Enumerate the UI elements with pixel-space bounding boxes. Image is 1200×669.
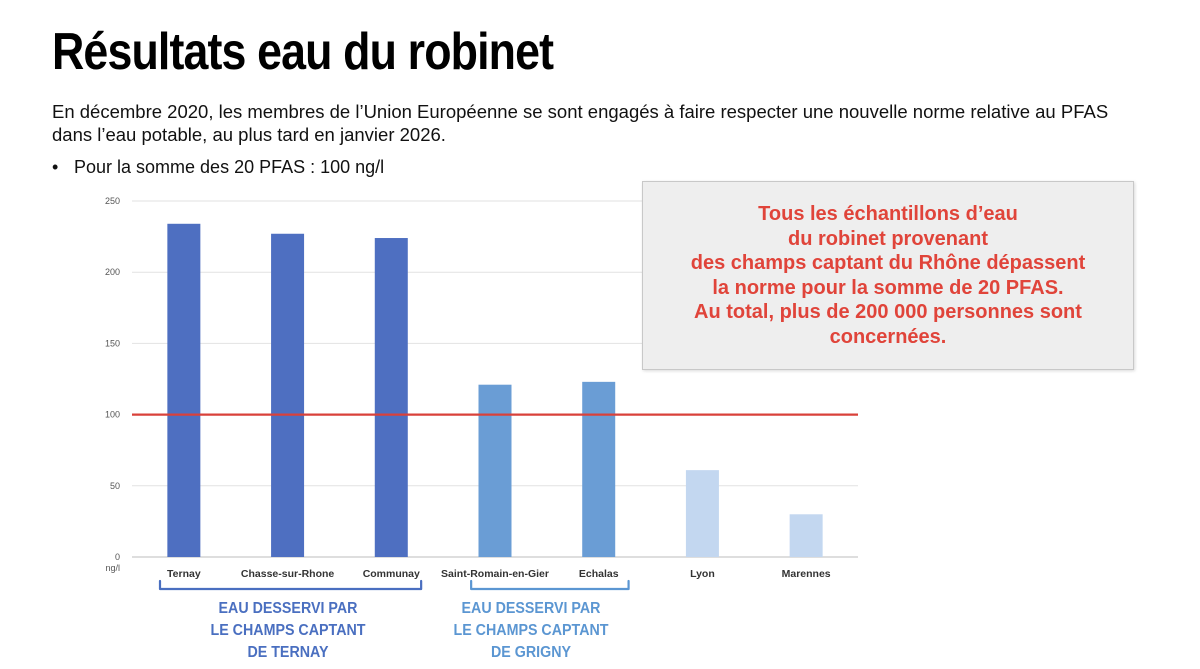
group-label-ternay: EAU DESSERVI PAR LE CHAMPS CAPTANT DE TE… <box>196 598 380 664</box>
y-tick-label: 250 <box>105 196 120 206</box>
y-unit-label: ng/l <box>105 563 120 573</box>
x-tick-label: Lyon <box>690 568 715 580</box>
y-tick-label: 100 <box>105 410 120 420</box>
group-label-grigny: EAU DESSERVI PAR LE CHAMPS CAPTANT DE GR… <box>439 598 623 664</box>
x-tick-label: Ternay <box>167 568 201 580</box>
bullet-dot-icon: • <box>52 157 59 177</box>
callout-line: du robinet provenant <box>788 227 988 250</box>
callout-line: concernées. <box>829 325 947 348</box>
y-tick-label: 0 <box>115 552 120 562</box>
group-bracket <box>470 579 630 591</box>
bar <box>167 223 201 557</box>
x-tick-label: Echalas <box>579 568 619 580</box>
bar <box>374 238 408 558</box>
x-tick-label: Saint-Romain-en-Gier <box>441 568 549 580</box>
group-label-line: DE GRIGNY <box>490 644 572 661</box>
y-tick-label: 50 <box>110 481 120 491</box>
group-label-line: LE CHAMPS CAPTANT <box>210 622 366 639</box>
bullet-text: Pour la somme des 20 PFAS : 100 ng/l <box>74 157 385 177</box>
group-label-line: LE CHAMPS CAPTANT <box>453 622 609 639</box>
x-tick-label: Communay <box>363 568 420 580</box>
callout-line: Tous les échantillons d’eau <box>758 203 1018 225</box>
bar <box>478 384 512 557</box>
x-tick-label: Chasse-sur-Rhone <box>241 568 335 580</box>
group-bracket <box>158 579 423 591</box>
callout-line: la norme pour la somme de 20 PFAS. <box>712 276 1064 299</box>
bullet-item: • Pour la somme des 20 PFAS : 100 ng/l <box>52 157 384 178</box>
y-tick-label: 150 <box>105 338 120 348</box>
y-tick-label: 200 <box>105 267 120 277</box>
group-label-line: EAU DESSERVI PAR <box>218 600 358 617</box>
intro-text: En décembre 2020, les membres de l’Union… <box>52 101 1109 145</box>
group-label-line: EAU DESSERVI PAR <box>461 600 601 617</box>
callout-box: Tous les échantillons d’eau du robinet p… <box>642 181 1134 370</box>
x-tick-label: Marennes <box>782 568 831 580</box>
bar <box>582 381 616 557</box>
callout-line: des champs captant du Rhône dépassent <box>690 252 1086 274</box>
bar <box>271 233 305 557</box>
bar <box>789 514 823 557</box>
bar <box>685 470 719 557</box>
callout-line: Au total, plus de 200 000 personnes sont <box>694 301 1082 323</box>
page-title: Résultats eau du robinet <box>52 23 554 81</box>
group-label-line: DE TERNAY <box>247 644 329 661</box>
